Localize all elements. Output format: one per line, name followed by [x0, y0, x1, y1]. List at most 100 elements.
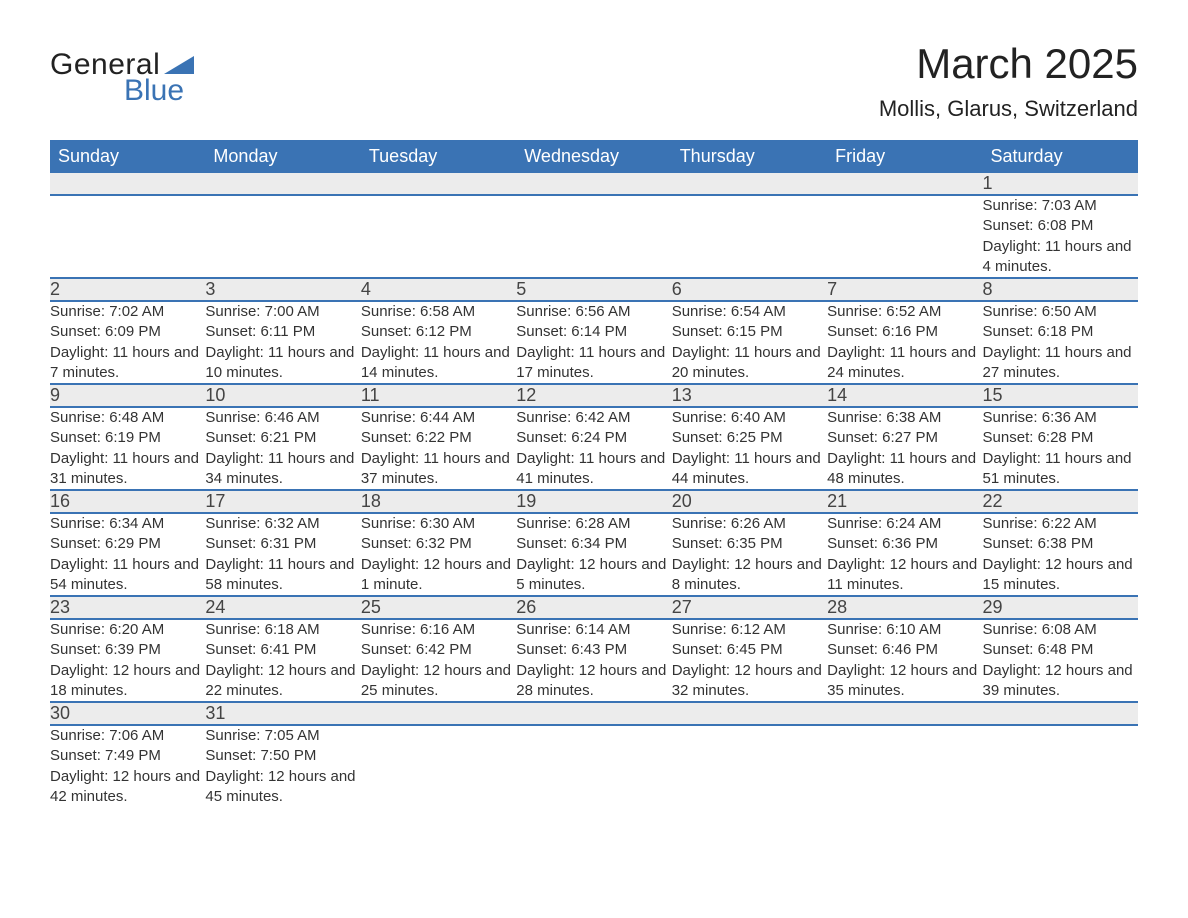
day-detail-cell: Sunrise: 6:56 AMSunset: 6:14 PMDaylight:…	[516, 301, 671, 384]
sunset-text: Sunset: 6:29 PM	[50, 534, 205, 554]
daylight-text: Daylight: 11 hours and 37 minutes.	[361, 449, 516, 490]
day-detail-cell: Sunrise: 6:44 AMSunset: 6:22 PMDaylight:…	[361, 407, 516, 490]
day-detail-cell: Sunrise: 6:50 AMSunset: 6:18 PMDaylight:…	[983, 301, 1138, 384]
sunrise-text: Sunrise: 6:08 AM	[983, 620, 1138, 640]
day-number-cell: 4	[361, 278, 516, 301]
sunrise-text: Sunrise: 7:00 AM	[205, 302, 360, 322]
daylight-text: Daylight: 11 hours and 58 minutes.	[205, 555, 360, 596]
sunset-text: Sunset: 6:42 PM	[361, 640, 516, 660]
daylight-text: Daylight: 11 hours and 54 minutes.	[50, 555, 205, 596]
daylight-text: Daylight: 11 hours and 7 minutes.	[50, 343, 205, 384]
day-detail-cell	[516, 725, 671, 807]
sunset-text: Sunset: 6:18 PM	[983, 322, 1138, 342]
day-detail-cell: Sunrise: 6:36 AMSunset: 6:28 PMDaylight:…	[983, 407, 1138, 490]
sunset-text: Sunset: 6:11 PM	[205, 322, 360, 342]
detail-row: Sunrise: 6:34 AMSunset: 6:29 PMDaylight:…	[50, 513, 1138, 596]
day-number-cell: 9	[50, 384, 205, 407]
day-number-cell: 17	[205, 490, 360, 513]
detail-row: Sunrise: 7:06 AMSunset: 7:49 PMDaylight:…	[50, 725, 1138, 807]
daylight-text: Daylight: 12 hours and 42 minutes.	[50, 767, 205, 808]
sunset-text: Sunset: 6:43 PM	[516, 640, 671, 660]
sunset-text: Sunset: 6:31 PM	[205, 534, 360, 554]
day-detail-cell: Sunrise: 7:03 AMSunset: 6:08 PMDaylight:…	[983, 195, 1138, 278]
daylight-text: Daylight: 12 hours and 15 minutes.	[983, 555, 1138, 596]
sunrise-text: Sunrise: 6:46 AM	[205, 408, 360, 428]
month-title: March 2025	[879, 40, 1138, 88]
day-detail-cell: Sunrise: 7:02 AMSunset: 6:09 PMDaylight:…	[50, 301, 205, 384]
weekday-header: Sunday	[50, 140, 205, 173]
sunset-text: Sunset: 6:35 PM	[672, 534, 827, 554]
daylight-text: Daylight: 11 hours and 20 minutes.	[672, 343, 827, 384]
daylight-text: Daylight: 12 hours and 39 minutes.	[983, 661, 1138, 702]
day-detail-cell: Sunrise: 6:08 AMSunset: 6:48 PMDaylight:…	[983, 619, 1138, 702]
sunset-text: Sunset: 6:16 PM	[827, 322, 982, 342]
day-number-cell	[827, 702, 982, 725]
day-detail-cell	[361, 195, 516, 278]
sunrise-text: Sunrise: 7:03 AM	[983, 196, 1138, 216]
sunrise-text: Sunrise: 6:14 AM	[516, 620, 671, 640]
sunset-text: Sunset: 6:48 PM	[983, 640, 1138, 660]
day-number-cell: 21	[827, 490, 982, 513]
sunset-text: Sunset: 6:14 PM	[516, 322, 671, 342]
day-detail-cell: Sunrise: 6:14 AMSunset: 6:43 PMDaylight:…	[516, 619, 671, 702]
sunrise-text: Sunrise: 6:30 AM	[361, 514, 516, 534]
sunrise-text: Sunrise: 6:56 AM	[516, 302, 671, 322]
day-number-cell	[983, 702, 1138, 725]
day-number-cell: 29	[983, 596, 1138, 619]
sunrise-text: Sunrise: 6:12 AM	[672, 620, 827, 640]
sunrise-text: Sunrise: 7:06 AM	[50, 726, 205, 746]
day-number-cell: 18	[361, 490, 516, 513]
daynum-row: 23242526272829	[50, 596, 1138, 619]
day-detail-cell: Sunrise: 6:52 AMSunset: 6:16 PMDaylight:…	[827, 301, 982, 384]
sunrise-text: Sunrise: 6:38 AM	[827, 408, 982, 428]
sunrise-text: Sunrise: 6:22 AM	[983, 514, 1138, 534]
daylight-text: Daylight: 12 hours and 22 minutes.	[205, 661, 360, 702]
daylight-text: Daylight: 12 hours and 32 minutes.	[672, 661, 827, 702]
day-number-cell: 12	[516, 384, 671, 407]
calendar-header-row: SundayMondayTuesdayWednesdayThursdayFrid…	[50, 140, 1138, 173]
day-number-cell	[827, 173, 982, 195]
day-number-cell: 6	[672, 278, 827, 301]
day-detail-cell	[983, 725, 1138, 807]
day-detail-cell: Sunrise: 6:40 AMSunset: 6:25 PMDaylight:…	[672, 407, 827, 490]
day-number-cell: 27	[672, 596, 827, 619]
sunrise-text: Sunrise: 6:44 AM	[361, 408, 516, 428]
day-number-cell: 25	[361, 596, 516, 619]
sunrise-text: Sunrise: 6:16 AM	[361, 620, 516, 640]
weekday-header: Thursday	[672, 140, 827, 173]
daylight-text: Daylight: 12 hours and 1 minute.	[361, 555, 516, 596]
day-detail-cell: Sunrise: 6:28 AMSunset: 6:34 PMDaylight:…	[516, 513, 671, 596]
sunset-text: Sunset: 6:36 PM	[827, 534, 982, 554]
day-number-cell: 14	[827, 384, 982, 407]
day-number-cell: 15	[983, 384, 1138, 407]
sunset-text: Sunset: 6:22 PM	[361, 428, 516, 448]
day-number-cell: 19	[516, 490, 671, 513]
sunrise-text: Sunrise: 6:58 AM	[361, 302, 516, 322]
day-number-cell: 2	[50, 278, 205, 301]
day-number-cell: 30	[50, 702, 205, 725]
daynum-row: 16171819202122	[50, 490, 1138, 513]
sunrise-text: Sunrise: 6:18 AM	[205, 620, 360, 640]
day-detail-cell	[205, 195, 360, 278]
sunset-text: Sunset: 7:49 PM	[50, 746, 205, 766]
sunset-text: Sunset: 6:46 PM	[827, 640, 982, 660]
weekday-header: Monday	[205, 140, 360, 173]
sunset-text: Sunset: 6:24 PM	[516, 428, 671, 448]
day-detail-cell: Sunrise: 6:18 AMSunset: 6:41 PMDaylight:…	[205, 619, 360, 702]
day-detail-cell: Sunrise: 6:12 AMSunset: 6:45 PMDaylight:…	[672, 619, 827, 702]
daylight-text: Daylight: 12 hours and 8 minutes.	[672, 555, 827, 596]
day-detail-cell	[672, 725, 827, 807]
day-number-cell: 26	[516, 596, 671, 619]
day-detail-cell	[361, 725, 516, 807]
daylight-text: Daylight: 11 hours and 24 minutes.	[827, 343, 982, 384]
detail-row: Sunrise: 6:48 AMSunset: 6:19 PMDaylight:…	[50, 407, 1138, 490]
sunrise-text: Sunrise: 6:40 AM	[672, 408, 827, 428]
day-detail-cell: Sunrise: 6:24 AMSunset: 6:36 PMDaylight:…	[827, 513, 982, 596]
day-detail-cell	[827, 195, 982, 278]
day-detail-cell: Sunrise: 6:48 AMSunset: 6:19 PMDaylight:…	[50, 407, 205, 490]
day-detail-cell: Sunrise: 6:26 AMSunset: 6:35 PMDaylight:…	[672, 513, 827, 596]
day-detail-cell: Sunrise: 6:10 AMSunset: 6:46 PMDaylight:…	[827, 619, 982, 702]
day-detail-cell: Sunrise: 6:22 AMSunset: 6:38 PMDaylight:…	[983, 513, 1138, 596]
weekday-header: Tuesday	[361, 140, 516, 173]
sunrise-text: Sunrise: 6:34 AM	[50, 514, 205, 534]
